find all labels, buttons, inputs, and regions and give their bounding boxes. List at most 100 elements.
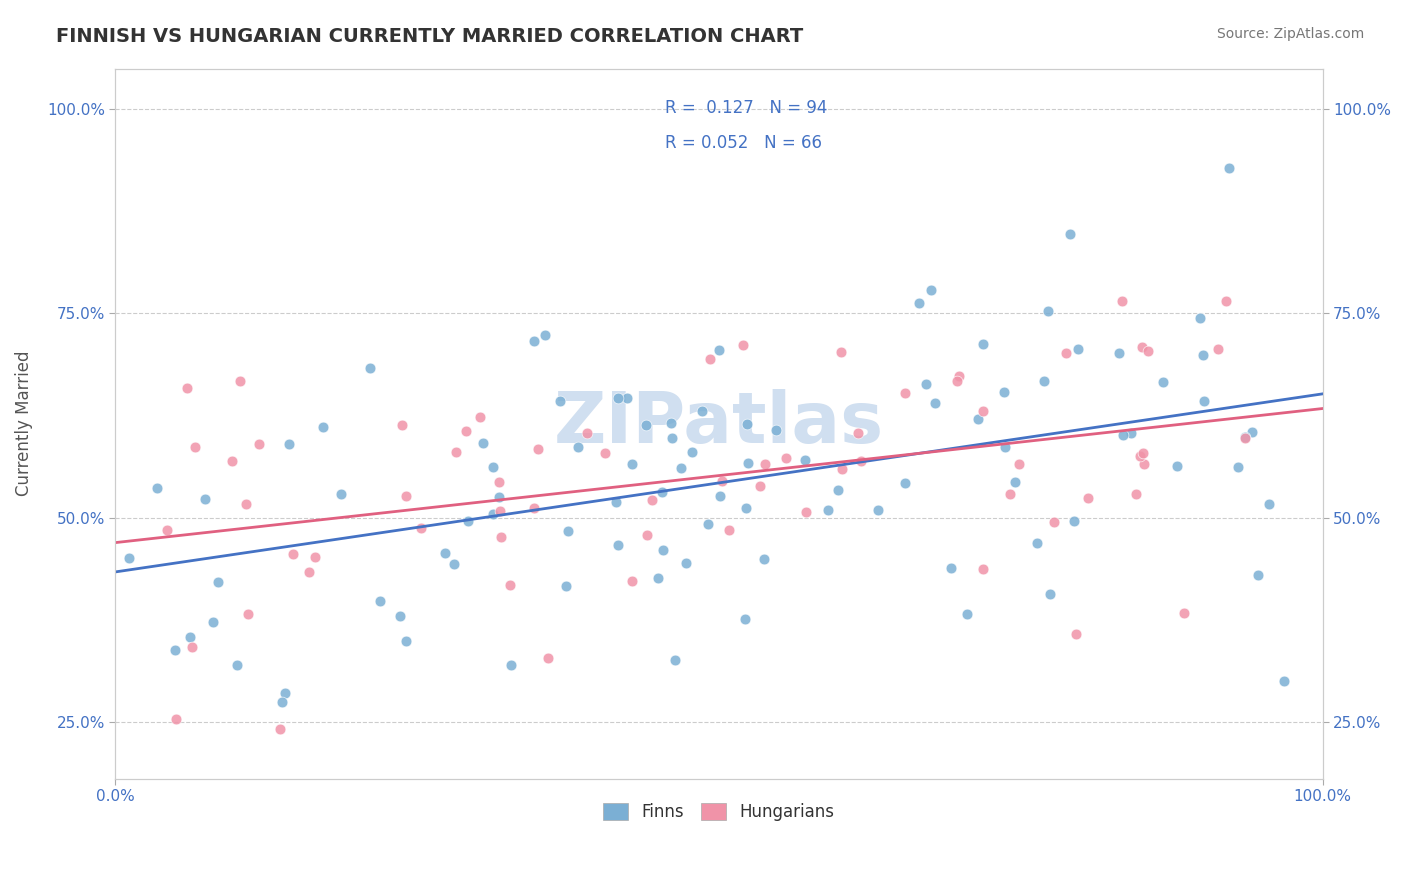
Point — [576, 425, 599, 440]
Point — [359, 361, 381, 376]
Point — [948, 369, 970, 384]
Point — [1054, 346, 1077, 360]
Point — [1188, 310, 1211, 325]
Point — [176, 381, 198, 395]
Point — [1077, 491, 1099, 506]
Point — [707, 343, 730, 357]
Point — [165, 643, 187, 657]
Text: R =  0.127   N = 94: R = 0.127 N = 94 — [665, 99, 827, 117]
Point — [312, 419, 335, 434]
Point — [1125, 487, 1147, 501]
Point — [956, 607, 979, 621]
Point — [557, 524, 579, 538]
Point — [621, 574, 644, 588]
Point — [659, 416, 682, 430]
Point — [247, 436, 270, 450]
Point — [1025, 536, 1047, 550]
Point — [368, 594, 391, 608]
Point — [1173, 607, 1195, 621]
Point — [433, 546, 456, 560]
Text: R = 0.052   N = 66: R = 0.052 N = 66 — [665, 134, 821, 153]
Point — [972, 404, 994, 418]
Point — [165, 712, 187, 726]
Point — [523, 334, 546, 348]
Point — [394, 489, 416, 503]
Point — [1112, 428, 1135, 442]
Point — [972, 336, 994, 351]
Point — [1033, 374, 1056, 388]
Point — [278, 436, 301, 450]
Point — [488, 503, 510, 517]
Point — [194, 491, 217, 506]
Point — [1063, 514, 1085, 528]
Point — [699, 351, 721, 366]
Point — [775, 451, 797, 466]
Point — [967, 412, 990, 426]
Point — [1227, 460, 1250, 475]
Point — [269, 723, 291, 737]
Point — [534, 328, 557, 343]
Point — [181, 640, 204, 654]
Point — [939, 561, 962, 575]
Point — [207, 574, 229, 589]
Point — [488, 475, 510, 489]
Point — [1258, 497, 1281, 511]
Point — [554, 579, 576, 593]
Point — [1008, 457, 1031, 471]
Point — [146, 481, 169, 495]
Point — [607, 538, 630, 552]
Point — [548, 393, 571, 408]
Point — [1247, 568, 1270, 582]
Point — [225, 658, 247, 673]
Point — [235, 497, 257, 511]
Point — [221, 453, 243, 467]
Point — [1111, 294, 1133, 309]
Point — [118, 550, 141, 565]
Point — [1208, 342, 1230, 356]
Point — [274, 686, 297, 700]
Point — [652, 542, 675, 557]
Point — [830, 345, 852, 359]
Point — [920, 284, 942, 298]
Point — [1218, 161, 1240, 175]
Point — [846, 425, 869, 440]
Point — [794, 505, 817, 519]
Point — [893, 385, 915, 400]
Point — [489, 530, 512, 544]
Point — [1152, 375, 1174, 389]
Point — [201, 615, 224, 629]
Point — [636, 418, 658, 433]
Point — [444, 445, 467, 459]
Point — [526, 442, 548, 456]
Point — [1137, 343, 1160, 358]
Point — [1036, 304, 1059, 318]
Point — [471, 436, 494, 450]
Point — [817, 503, 839, 517]
Point — [481, 460, 503, 475]
Point — [946, 375, 969, 389]
Point — [675, 556, 697, 570]
Text: Source: ZipAtlas.com: Source: ZipAtlas.com — [1216, 27, 1364, 41]
Point — [179, 630, 201, 644]
Point — [329, 487, 352, 501]
Point — [1121, 425, 1143, 440]
Point — [488, 490, 510, 504]
Point — [523, 500, 546, 515]
Point — [972, 562, 994, 576]
Point — [754, 552, 776, 566]
Point — [1234, 430, 1257, 444]
Point — [709, 489, 731, 503]
Point — [765, 423, 787, 437]
Point — [304, 549, 326, 564]
Point — [620, 457, 643, 471]
Point — [831, 462, 853, 476]
Point — [733, 338, 755, 352]
Point — [710, 475, 733, 489]
Point — [793, 453, 815, 467]
Point — [1130, 340, 1153, 354]
Text: ZIPatlas: ZIPatlas — [554, 389, 884, 458]
Point — [735, 500, 758, 515]
Point — [1132, 458, 1154, 472]
Point — [908, 295, 931, 310]
Point — [647, 571, 669, 585]
